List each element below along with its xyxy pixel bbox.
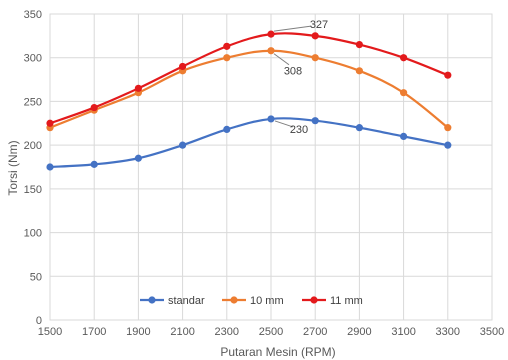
x-tick-label: 2100 <box>170 326 194 338</box>
legend-entry: 10 mm <box>222 295 284 307</box>
data-point <box>46 163 54 171</box>
data-point <box>311 54 319 62</box>
annotation-leader <box>273 25 312 32</box>
x-tick-label: 3100 <box>391 326 415 338</box>
y-axis-title: Torsi (Nm) <box>6 140 20 195</box>
data-point <box>267 115 275 123</box>
data-point <box>46 119 54 127</box>
data-point <box>223 125 231 134</box>
x-tick-label: 1900 <box>126 326 150 338</box>
legend: standar 10 mm 11 mm <box>140 295 363 307</box>
data-point <box>223 54 231 62</box>
data-point <box>267 30 275 38</box>
grid-lines <box>49 13 493 321</box>
data-point <box>179 62 187 71</box>
data-point <box>134 84 142 92</box>
data-point <box>90 103 98 112</box>
annotation-label: 308 <box>284 66 302 78</box>
series-10-mm <box>46 47 452 132</box>
data-point <box>355 41 363 49</box>
annotations: 327 308 230 <box>273 19 328 136</box>
legend-marker <box>230 296 238 304</box>
x-tick-label: 2700 <box>303 326 327 338</box>
data-point <box>355 124 363 132</box>
data-point <box>223 42 231 50</box>
series-11-mm <box>46 30 452 127</box>
data-point <box>179 141 187 149</box>
legend-label: standar <box>168 295 205 307</box>
data-point <box>444 124 452 132</box>
y-tick-label: 200 <box>24 140 42 152</box>
legend-entry: standar <box>140 295 205 307</box>
annotation-leader <box>274 120 294 128</box>
y-tick-label: 250 <box>24 96 42 108</box>
series-lines <box>46 30 452 171</box>
x-tick-label: 2500 <box>259 326 283 338</box>
legend-marker <box>148 296 156 304</box>
axes: 0 50 100 150 200 250 300 350 1500 1700 1900 2100 230… <box>24 9 505 338</box>
annotation-leader <box>273 53 290 66</box>
series-line <box>49 32 449 125</box>
data-point <box>134 154 142 162</box>
data-point <box>267 47 275 55</box>
data-point <box>444 71 452 79</box>
x-tick-label: 2300 <box>215 326 239 338</box>
annotation-label: 327 <box>310 19 328 31</box>
data-point <box>400 54 408 62</box>
x-tick-label: 2900 <box>347 326 371 338</box>
x-tick-label: 3300 <box>436 326 460 338</box>
series-line <box>49 117 449 169</box>
annotation-label: 230 <box>290 124 308 136</box>
y-tick-label: 150 <box>24 184 42 196</box>
y-tick-label: 0 <box>36 315 42 327</box>
legend-label: 11 mm <box>330 295 363 307</box>
data-point <box>400 89 408 97</box>
data-point <box>400 132 408 140</box>
data-point <box>355 67 363 75</box>
data-point <box>311 117 319 125</box>
legend-entry: 11 mm <box>302 295 363 307</box>
data-point <box>90 160 98 168</box>
data-point <box>444 141 452 149</box>
y-tick-label: 100 <box>24 228 42 240</box>
y-tick-label: 300 <box>24 53 42 65</box>
data-point <box>311 32 319 40</box>
x-axis-title: Putaran Mesin (RPM) <box>220 345 335 359</box>
series-standar <box>46 115 452 171</box>
y-tick-label: 50 <box>30 271 42 283</box>
legend-marker <box>310 296 318 304</box>
legend-label: 10 mm <box>250 295 284 307</box>
y-tick-label: 350 <box>24 9 42 21</box>
series-line <box>49 49 449 129</box>
x-tick-label: 3500 <box>480 326 504 338</box>
x-tick-label: 1500 <box>38 326 62 338</box>
x-tick-label: 1700 <box>82 326 106 338</box>
